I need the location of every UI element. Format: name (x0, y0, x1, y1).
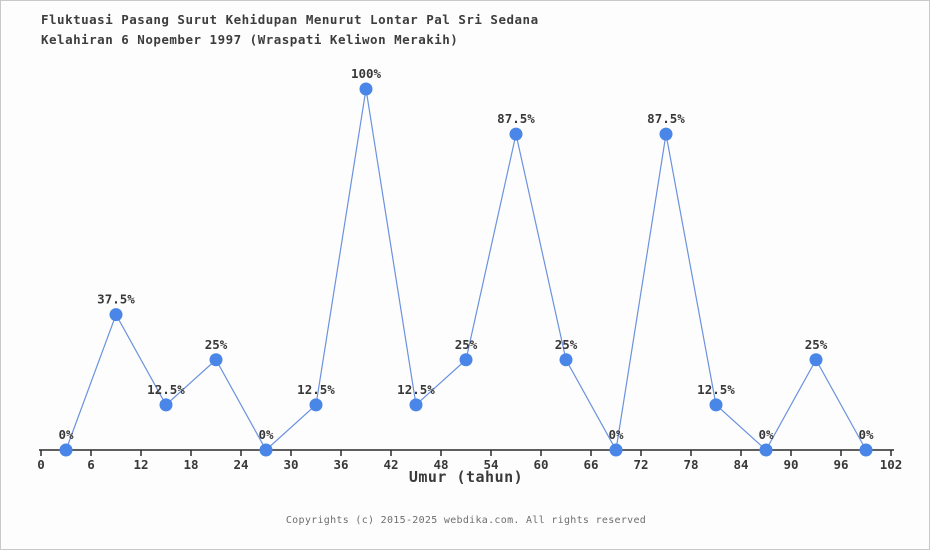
data-point-marker[interactable] (359, 82, 373, 96)
series-line (65, 88, 867, 452)
x-axis-tick-label: 36 (333, 457, 348, 472)
data-point-marker[interactable] (859, 443, 873, 457)
data-point-label: 25% (205, 337, 228, 352)
data-point-marker[interactable] (459, 353, 473, 367)
data-point-label: 87.5% (647, 111, 685, 126)
data-point-label: 37.5% (97, 292, 135, 307)
data-point-marker[interactable] (109, 308, 123, 322)
data-point-label: 12.5% (697, 382, 735, 397)
x-axis-tick-label: 60 (533, 457, 548, 472)
line-chart-plot: 0 6 12 18 24 30 36 42 48 54 60 66 72 78 84 90 96 102 0% 37.… (37, 66, 903, 472)
data-point-marker[interactable] (709, 398, 723, 412)
chart-title: Fluktuasi Pasang Surut Kehidupan Menurut… (41, 10, 539, 50)
data-point-label: 0% (608, 427, 624, 442)
data-point-label: 0% (858, 427, 874, 442)
x-axis-tick-label: 72 (633, 457, 648, 472)
x-axis-tick-label: 66 (583, 457, 598, 472)
data-point-label: 100% (351, 66, 382, 81)
data-point-marker[interactable] (509, 127, 523, 141)
data-point-marker[interactable] (809, 353, 823, 367)
data-point-label: 12.5% (397, 382, 435, 397)
copyright-footer: Copyrights (c) 2015-2025 webdika.com. Al… (285, 515, 647, 526)
data-point-label: 25% (555, 337, 578, 352)
data-point-label: 12.5% (297, 382, 335, 397)
data-point-marker[interactable] (759, 443, 773, 457)
x-axis-tick-label: 18 (183, 457, 198, 472)
x-axis-tick-label: 84 (733, 457, 748, 472)
x-axis-tick-label: 78 (683, 457, 698, 472)
data-point-label: 12.5% (147, 382, 185, 397)
data-point-marker[interactable] (59, 443, 73, 457)
data-point-marker[interactable] (559, 353, 573, 367)
data-point-marker[interactable] (259, 443, 273, 457)
data-point-label: 25% (805, 337, 828, 352)
x-axis-tick-label: 24 (233, 457, 248, 472)
data-point-marker[interactable] (209, 353, 223, 367)
data-point-marker[interactable] (609, 443, 623, 457)
data-point-label: 0% (758, 427, 774, 442)
x-axis-tick-label: 96 (833, 457, 848, 472)
data-point-marker[interactable] (409, 398, 423, 412)
chart-title-line2: Kelahiran 6 Nopember 1997 (Wraspati Keli… (41, 32, 459, 47)
x-axis-title: Umur (tahun) (408, 468, 524, 486)
data-point-marker[interactable] (309, 398, 323, 412)
x-axis-tick-label: 30 (283, 457, 298, 472)
x-axis-tick-label: 0 (37, 457, 45, 472)
data-point-marker[interactable] (159, 398, 173, 412)
chart-title-line1: Fluktuasi Pasang Surut Kehidupan Menurut… (41, 12, 539, 27)
data-point-label: 87.5% (497, 111, 535, 126)
data-point-label: 25% (455, 337, 478, 352)
x-axis-tick-label: 102 (880, 457, 903, 472)
x-axis-tick-label: 6 (87, 457, 95, 472)
x-axis-tick-label: 48 (433, 457, 448, 472)
x-axis-tick-label: 54 (483, 457, 498, 472)
data-point-label: 0% (58, 427, 74, 442)
x-axis-tick-label: 90 (783, 457, 798, 472)
data-point-label: 0% (258, 427, 274, 442)
data-point-marker[interactable] (659, 127, 673, 141)
x-axis-tick-label: 42 (383, 457, 398, 472)
x-axis-tick-label: 12 (133, 457, 148, 472)
